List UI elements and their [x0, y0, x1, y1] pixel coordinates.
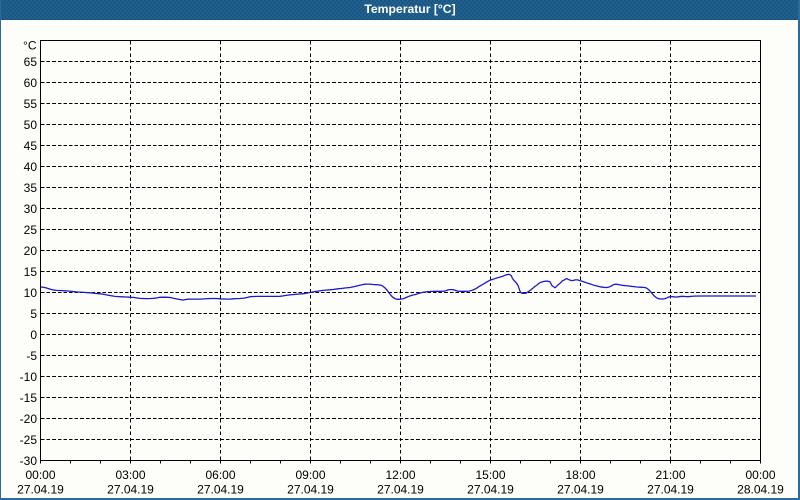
svg-text:-20: -20 [20, 412, 38, 426]
svg-text:-5: -5 [26, 349, 37, 363]
svg-text:12:00: 12:00 [385, 468, 415, 482]
svg-text:20: 20 [24, 244, 38, 258]
svg-text:5: 5 [30, 307, 37, 321]
svg-text:27.04.19: 27.04.19 [17, 483, 64, 497]
svg-text:03:00: 03:00 [115, 468, 145, 482]
svg-text:00:00: 00:00 [745, 468, 775, 482]
svg-text:27.04.19: 27.04.19 [557, 483, 604, 497]
svg-text:27.04.19: 27.04.19 [107, 483, 154, 497]
svg-text:30: 30 [24, 202, 38, 216]
svg-text:27.04.19: 27.04.19 [647, 483, 694, 497]
svg-text:21:00: 21:00 [655, 468, 685, 482]
svg-text:35: 35 [24, 181, 38, 195]
svg-text:27.04.19: 27.04.19 [467, 483, 514, 497]
svg-text:15:00: 15:00 [475, 468, 505, 482]
svg-text:40: 40 [24, 160, 38, 174]
svg-text:28.04.19: 28.04.19 [737, 483, 784, 497]
svg-text:-25: -25 [20, 433, 38, 447]
svg-text:27.04.19: 27.04.19 [197, 483, 244, 497]
svg-text:10: 10 [24, 286, 38, 300]
svg-text:18:00: 18:00 [565, 468, 595, 482]
svg-text:27.04.19: 27.04.19 [287, 483, 334, 497]
svg-text:45: 45 [24, 139, 38, 153]
svg-text:-15: -15 [20, 391, 38, 405]
svg-text:27.04.19: 27.04.19 [377, 483, 424, 497]
svg-text:15: 15 [24, 265, 38, 279]
svg-text:25: 25 [24, 223, 38, 237]
svg-text:00:00: 00:00 [25, 468, 55, 482]
svg-text:°C: °C [23, 39, 37, 53]
svg-text:-30: -30 [20, 454, 38, 468]
svg-text:06:00: 06:00 [205, 468, 235, 482]
svg-text:60: 60 [24, 76, 38, 90]
svg-text:65: 65 [24, 55, 38, 69]
svg-text:0: 0 [30, 328, 37, 342]
svg-text:50: 50 [24, 118, 38, 132]
svg-text:55: 55 [24, 97, 38, 111]
svg-text:-10: -10 [20, 370, 38, 384]
svg-text:09:00: 09:00 [295, 468, 325, 482]
